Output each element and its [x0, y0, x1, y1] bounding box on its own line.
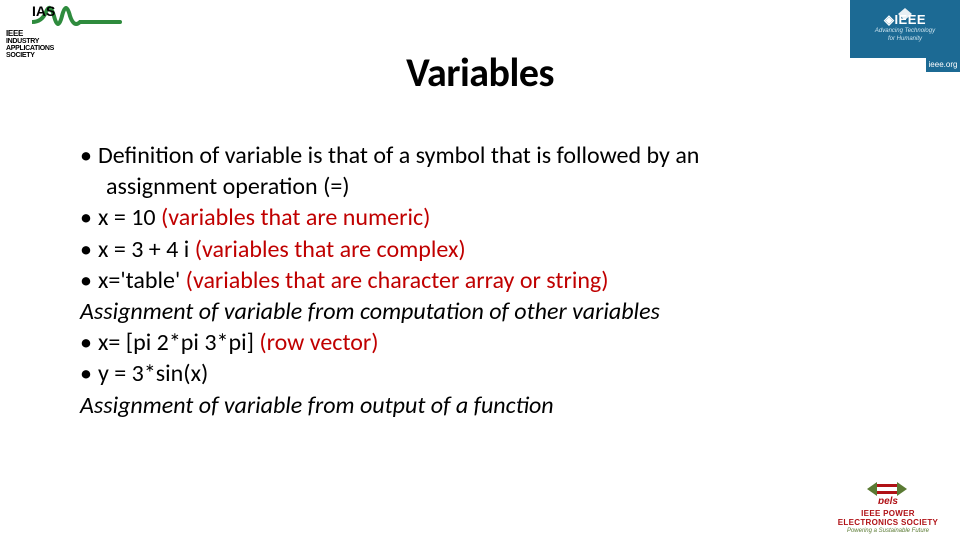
para-2: Assignment of variable from output of a … — [80, 390, 840, 421]
pels-line2: ELECTRONICS SOCIETY — [838, 518, 938, 527]
bullet-dot: • — [80, 265, 98, 296]
pels-logo: pels IEEE POWER ELECTRONICS SOCIETY Powe… — [828, 474, 948, 534]
bullet-1: • Definition of variable is that of a sy… — [80, 140, 840, 171]
bullet-4: • x='table' (variables that are characte… — [80, 265, 840, 296]
pels-line1: IEEE POWER — [861, 509, 915, 518]
bullet-6-plain: y = 3*sin(x) — [98, 358, 840, 389]
ieee-tagline1: Advancing Technology — [850, 28, 960, 34]
bullet-dot: • — [80, 358, 98, 389]
bullet-2-plain: x = 10 — [98, 203, 161, 232]
ias-line1: IEEE — [6, 29, 23, 38]
bullet-1-text-b: assignment operation (=) — [80, 171, 840, 202]
bullet-3-plain: x = 3 + 4 i — [98, 235, 195, 264]
bullet-3: • x = 3 + 4 i (variables that are comple… — [80, 234, 840, 265]
bullet-3-note: (variables that are complex) — [195, 235, 466, 264]
ias-line2: INDUSTRY — [6, 38, 39, 45]
ias-logo: IAS IEEE INDUSTRY APPLICATIONS SOCIETY — [6, 2, 126, 50]
bullet-dot: • — [80, 234, 98, 265]
slide-body: • Definition of variable is that of a sy… — [80, 140, 840, 421]
para-1: Assignment of variable from computation … — [80, 296, 840, 327]
bullet-5: • x= [pi 2*pi 3*pi] (row vector) — [80, 327, 840, 358]
bullet-dot: • — [80, 202, 98, 233]
pels-tagline: Powering a Sustainable Future — [828, 528, 948, 534]
bullet-5-note: (row vector) — [259, 328, 378, 357]
bullet-2: • x = 10 (variables that are numeric) — [80, 202, 840, 233]
bullet-6: • y = 3*sin(x) — [80, 358, 840, 389]
ieee-tagline2: for Humanity — [850, 36, 960, 42]
bullet-dot: • — [80, 327, 98, 358]
bullet-5-plain: x= [pi 2*pi 3*pi] — [98, 328, 259, 357]
bullet-1-text-a: Definition of variable is that of a symb… — [98, 140, 840, 171]
svg-text:IAS: IAS — [32, 3, 55, 19]
slide-title: Variables — [0, 48, 960, 97]
svg-text:pels: pels — [877, 496, 898, 504]
ias-wave-icon: IAS — [32, 2, 122, 32]
bullet-4-plain: x='table' — [98, 266, 186, 295]
ieee-brand: ◈IEEE — [850, 12, 960, 28]
bullet-4-note: (variables that are character array or s… — [186, 266, 609, 295]
pels-icon: pels — [861, 474, 915, 504]
bullet-dot: • — [80, 140, 98, 171]
bullet-2-note: (variables that are numeric) — [161, 203, 430, 232]
